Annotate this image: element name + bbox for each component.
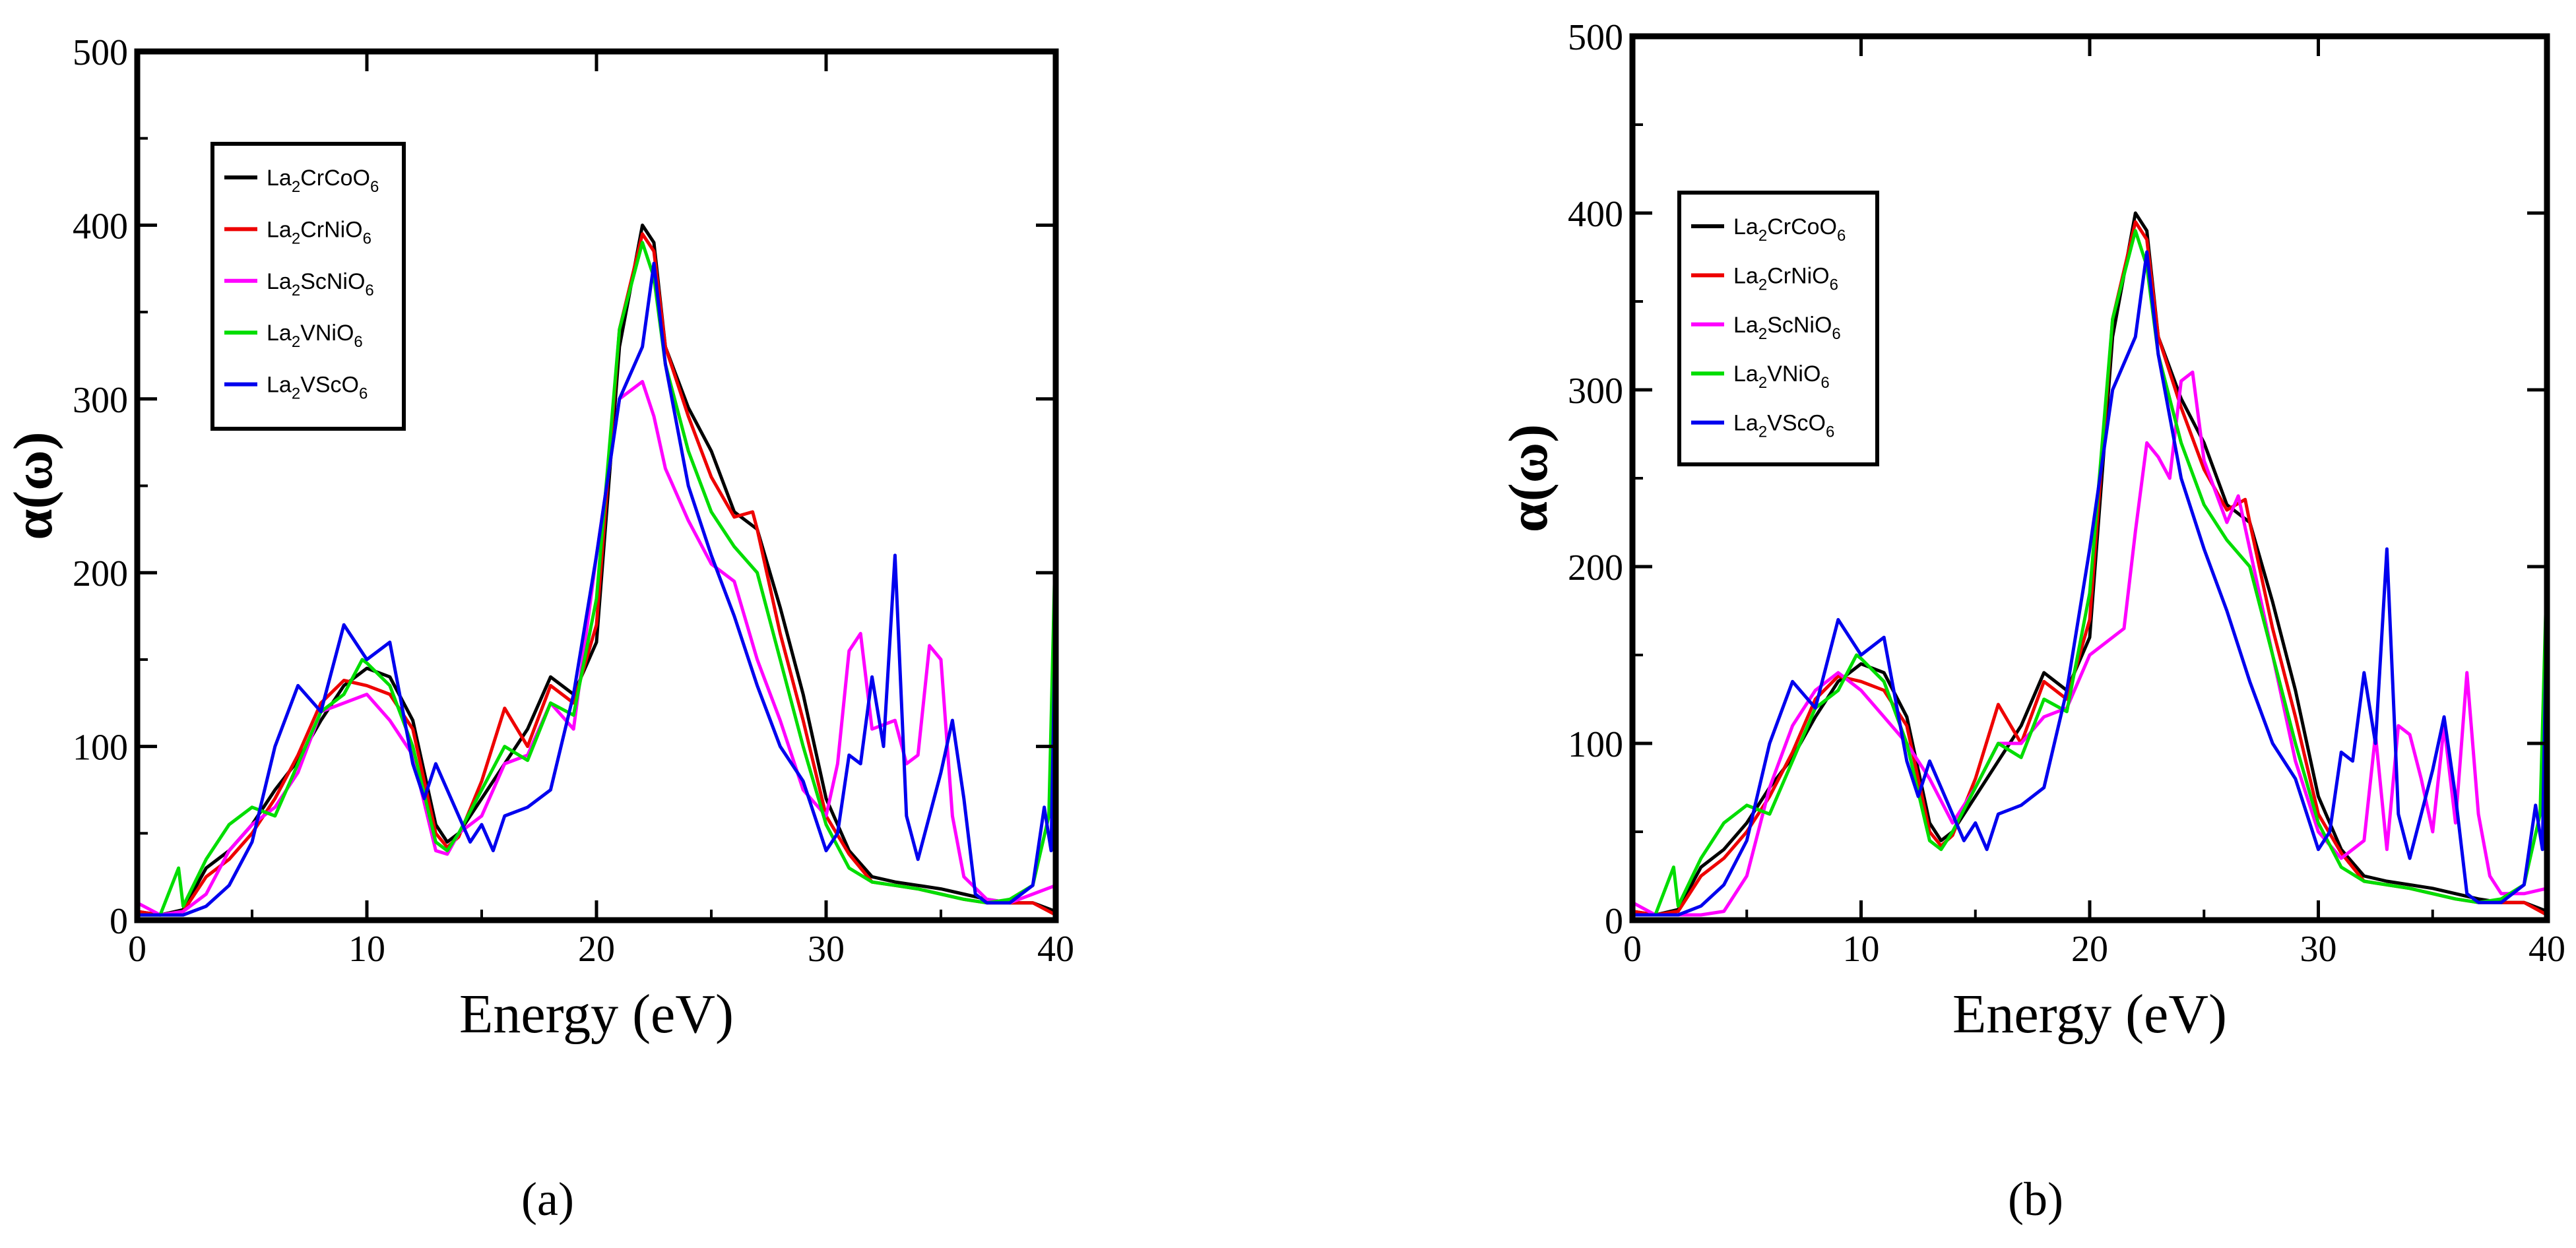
y-tick-label: 300 [73, 380, 128, 421]
y-axis-title: α(ω) [3, 431, 64, 540]
legend-entry-label: La2CrCoO6 [1733, 214, 1846, 245]
x-tick-label: 20 [578, 929, 615, 970]
x-tick-label: 0 [128, 929, 146, 970]
legend-entry-label: La2CrCoO6 [267, 166, 379, 196]
series-line-la2vsco6 [137, 261, 1056, 917]
y-tick-label: 400 [73, 206, 128, 247]
legend-box [1677, 191, 1879, 466]
x-tick-label: 20 [2071, 929, 2108, 970]
legend-entry-label: La2VScO6 [1733, 411, 1834, 441]
panel-label: (b) [2008, 1173, 2063, 1226]
x-tick-label: 0 [1623, 929, 1642, 970]
x-tick-label: 10 [348, 929, 385, 970]
y-tick-label: 300 [1568, 371, 1623, 412]
legend-entry-label: La2VNiO6 [267, 321, 363, 351]
y-tick-label: 400 [1568, 194, 1623, 235]
series-line-la2vnio6 [137, 241, 1056, 917]
x-tick-label: 40 [2528, 929, 2565, 970]
x-axis-title: Energy (eV) [1952, 983, 2227, 1045]
legend-entry-label: La2CrNiO6 [1733, 263, 1838, 294]
series-line-la2vnio6 [1632, 229, 2547, 917]
y-tick-label: 500 [73, 32, 128, 73]
x-tick-label: 30 [808, 929, 845, 970]
panel-label: (a) [521, 1173, 574, 1226]
y-tick-label: 0 [1605, 901, 1623, 942]
x-tick-label: 30 [2300, 929, 2337, 970]
series-line-la2vsco6 [1632, 250, 2547, 917]
series-group [1632, 211, 2547, 917]
y-tick-label: 200 [73, 553, 128, 594]
series-line-la2scnio6 [137, 380, 1056, 917]
legend-box [210, 142, 406, 431]
x-tick-label: 10 [1843, 929, 1880, 970]
legend-entry-label: La2VScO6 [267, 373, 368, 403]
legend-entry-label: La2ScNiO6 [267, 269, 374, 299]
y-axis-title: α(ω) [1498, 424, 1559, 532]
y-tick-label: 100 [1568, 724, 1623, 765]
legend-entry-label: La2ScNiO6 [1733, 313, 1841, 343]
legend-entry-label: La2VNiO6 [1733, 361, 1830, 392]
y-tick-label: 0 [110, 901, 128, 942]
y-tick-label: 500 [1568, 17, 1623, 58]
y-tick-label: 200 [1568, 547, 1623, 588]
x-axis-title: Energy (eV) [459, 983, 734, 1045]
y-tick-label: 100 [73, 728, 128, 768]
x-tick-label: 40 [1037, 929, 1074, 970]
legend-entry-label: La2CrNiO6 [267, 217, 371, 247]
series-group [137, 223, 1056, 917]
series-line-la2scnio6 [1632, 370, 2547, 917]
